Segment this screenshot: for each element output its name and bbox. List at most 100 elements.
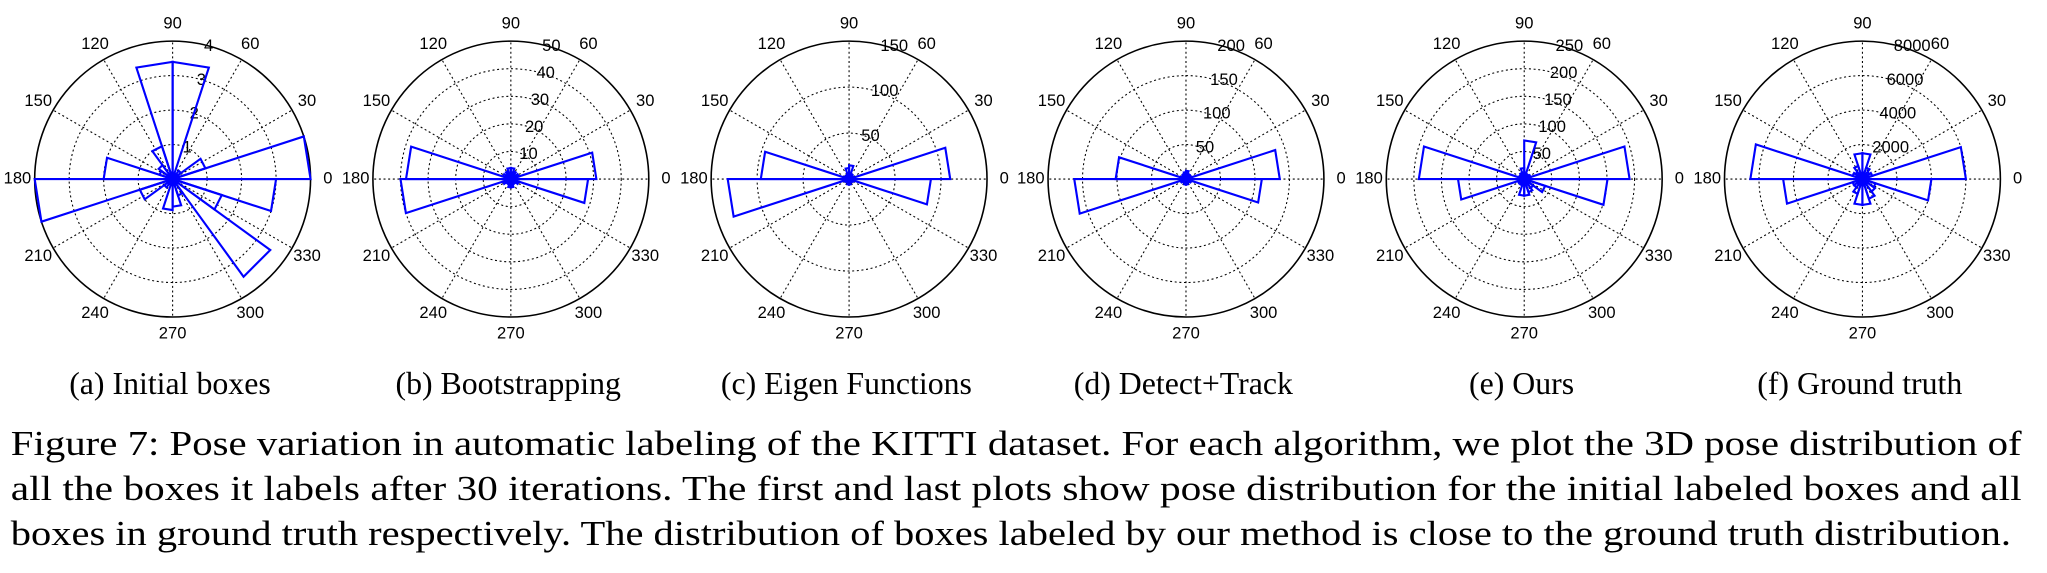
rose-wedge <box>171 169 183 180</box>
theta-tick-label: 240 <box>1771 303 1799 322</box>
r-tick-label: 1 <box>182 137 191 156</box>
theta-tick-label: 60 <box>917 34 935 53</box>
theta-tick-label: 90 <box>502 13 520 32</box>
theta-tick-label: 0 <box>323 168 332 187</box>
caption-line: boxes in ground truth respectively. The … <box>11 515 2011 553</box>
theta-tick-label: 120 <box>1433 34 1461 53</box>
theta-tick-label: 210 <box>24 246 52 265</box>
theta-tick-label: 60 <box>1254 34 1272 53</box>
rose-wedge <box>404 145 512 181</box>
grid-spoke <box>1404 109 1525 180</box>
theta-tick-label: 60 <box>1931 34 1949 53</box>
r-tick-label: 150 <box>1210 70 1238 89</box>
theta-tick-label: 330 <box>1645 246 1673 265</box>
theta-tick-label: 300 <box>1588 303 1616 322</box>
subfigure-caption: (d) Detect+Track <box>1074 366 1293 401</box>
polar-frame <box>372 40 650 318</box>
r-tick-label: 100 <box>871 81 899 100</box>
theta-tick-label: 240 <box>81 303 109 322</box>
grid-spoke <box>441 178 512 299</box>
subfigure-caption: (f) Ground truth <box>1757 366 1962 401</box>
rose-wedge <box>848 146 952 181</box>
rose-wedge <box>162 178 174 190</box>
r-tick-label: 150 <box>1544 90 1572 109</box>
theta-tick-label: 0 <box>1337 168 1346 187</box>
rose-wedge <box>1114 155 1187 181</box>
grid-spoke <box>391 178 512 249</box>
theta-tick-label: 210 <box>1376 246 1404 265</box>
grid-spoke <box>172 59 243 180</box>
r-tick-label: 10 <box>519 144 537 163</box>
grid-spoke <box>52 178 173 249</box>
grid-spoke <box>779 178 850 299</box>
theta-tick-label: 210 <box>1038 246 1066 265</box>
rose-wedge <box>1417 145 1525 181</box>
r-tick-label: 4 <box>204 36 213 55</box>
theta-tick-label: 60 <box>241 34 259 53</box>
caption-line: Figure 7: Pose variation in automatic la… <box>11 425 2022 463</box>
polar-frame <box>1385 40 1663 318</box>
subfigure-caption: (b) Bootstrapping <box>395 366 621 401</box>
theta-tick-label: 60 <box>1593 34 1611 53</box>
rose-wedge <box>33 178 173 224</box>
grid-circle <box>1413 68 1636 290</box>
theta-tick-label: 0 <box>661 168 670 187</box>
rose-wedge <box>1862 178 1933 202</box>
theta-tick-label: 30 <box>298 91 316 110</box>
r-tick-label: 100 <box>1203 104 1231 123</box>
theta-tick-label: 60 <box>579 34 597 53</box>
theta-tick-label: 330 <box>1307 246 1335 265</box>
rose-wedge <box>172 178 278 213</box>
theta-tick-label: 120 <box>1771 34 1799 53</box>
theta-tick-label: 270 <box>159 324 187 343</box>
r-tick-label: 4000 <box>1879 104 1916 123</box>
theta-tick-label: 30 <box>1649 91 1667 110</box>
theta-tick-label: 300 <box>1250 303 1278 322</box>
theta-tick-label: 90 <box>1853 13 1871 32</box>
grid-spoke <box>848 178 919 299</box>
theta-tick-label: 330 <box>293 246 321 265</box>
theta-tick-label: 30 <box>974 91 992 110</box>
polar-frame <box>710 40 988 318</box>
theta-tick-label: 150 <box>1038 91 1066 110</box>
theta-tick-label: 0 <box>2013 168 2022 187</box>
theta-tick-label: 150 <box>24 91 52 110</box>
rose-wedge <box>1456 178 1525 201</box>
theta-tick-label: 120 <box>419 34 447 53</box>
r-tick-label: 50 <box>1533 144 1551 163</box>
rose-wedge <box>1523 178 1609 207</box>
rose-wedge <box>1185 178 1264 204</box>
rose-wedge <box>171 157 207 181</box>
grid-spoke <box>729 109 850 180</box>
r-tick-label: 3 <box>197 70 206 89</box>
grid-spoke <box>510 178 581 299</box>
r-tick-label: 50 <box>542 36 560 55</box>
grid-spoke <box>848 178 969 249</box>
subfigure-caption: (e) Ours <box>1469 366 1574 401</box>
polar-frame <box>1723 40 2002 318</box>
subfigure-caption: (c) Eigen Functions <box>721 366 972 401</box>
theta-tick-label: 270 <box>835 324 863 343</box>
theta-tick-label: 90 <box>1515 13 1533 32</box>
rose-wedge <box>134 60 174 180</box>
r-tick-label: 8000 <box>1894 36 1931 55</box>
rose-wedge <box>726 178 850 218</box>
grid-spoke <box>1862 178 1983 249</box>
theta-tick-label: 0 <box>1675 168 1684 187</box>
theta-tick-label: 90 <box>1177 13 1195 32</box>
r-tick-label: 50 <box>861 126 879 145</box>
theta-tick-label: 30 <box>636 91 654 110</box>
rose-wedge <box>510 178 590 205</box>
theta-tick-label: 330 <box>1983 246 2011 265</box>
r-tick-label: 2000 <box>1872 137 1909 156</box>
r-tick-label: 250 <box>1556 36 1584 55</box>
theta-tick-label: 210 <box>701 246 729 265</box>
grid-circle <box>399 68 622 290</box>
r-tick-label: 100 <box>1538 117 1566 136</box>
grid-spoke <box>441 59 512 180</box>
grid-spoke <box>1523 178 1594 299</box>
theta-tick-label: 210 <box>1714 246 1742 265</box>
polar-frame <box>1047 40 1325 318</box>
grid-spoke <box>1742 178 1863 249</box>
